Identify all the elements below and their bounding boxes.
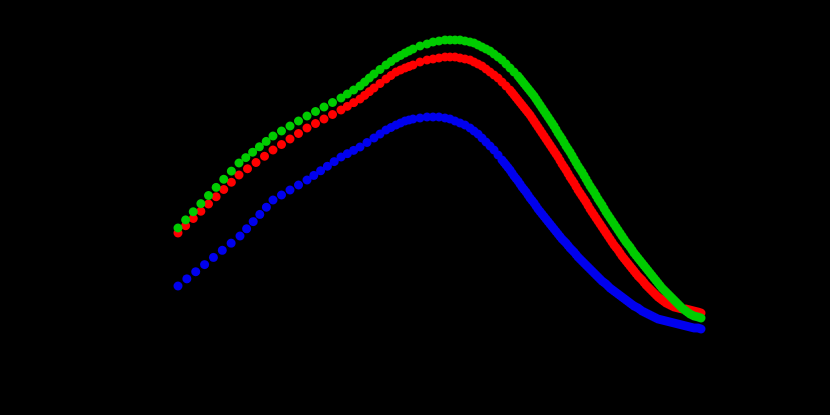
data-point [234,170,244,180]
data-point [277,190,286,200]
data-point [235,231,245,241]
data-point [355,142,365,152]
data-point [329,157,339,167]
data-point [181,215,191,225]
data-point [309,170,319,180]
data-point [408,60,418,70]
data-point [302,175,312,185]
data-point [277,140,286,149]
data-point [191,267,201,277]
data-point [241,153,251,163]
data-point [188,214,198,223]
data-point [319,114,329,124]
data-point [285,185,295,195]
data-point [294,180,303,190]
data-point [243,164,252,174]
data-point [261,136,271,146]
data-point [226,166,236,176]
data-point [285,134,295,144]
data-point [234,158,244,168]
data-point [248,217,258,227]
data-point [311,119,320,128]
data-point [219,185,229,194]
data-point [415,113,425,123]
data-point [322,161,332,171]
data-point [311,107,320,116]
data-point [294,116,303,126]
data-point [328,98,337,107]
data-point [328,110,337,119]
data-point [251,158,261,167]
data-point [217,245,227,255]
data-point [696,324,706,334]
data-point [319,102,329,112]
data-point [268,145,278,155]
data-point [316,166,326,176]
data-point [196,206,206,216]
data-point [255,209,265,219]
data-point [211,192,221,202]
data-point [226,238,236,248]
data-point [173,223,183,233]
data-point [415,57,425,67]
data-point [254,142,264,152]
data-point [408,44,418,54]
data-point [208,252,218,262]
data-point [696,313,706,323]
data-point [204,191,213,200]
data-point [188,207,198,217]
data-point [242,224,252,234]
data-point [415,41,425,51]
data-point [204,199,213,209]
data-point [248,147,258,157]
data-point [277,126,286,136]
data-point [302,111,312,121]
data-point [211,182,221,192]
data-point [196,199,206,209]
data-point [302,123,312,133]
data-point [268,195,278,205]
data-point [362,138,372,147]
series-group-blue [173,112,706,334]
data-point [268,131,278,141]
data-point [200,260,210,270]
series-group-red [173,52,706,318]
data-point [261,202,271,212]
data-point [182,274,192,284]
data-point [173,281,183,291]
data-point [260,151,269,161]
data-point [226,177,236,187]
data-point [285,121,295,131]
data-point [294,129,303,138]
series-group-green [173,35,706,323]
data-point [219,174,229,184]
data-point [408,114,418,124]
